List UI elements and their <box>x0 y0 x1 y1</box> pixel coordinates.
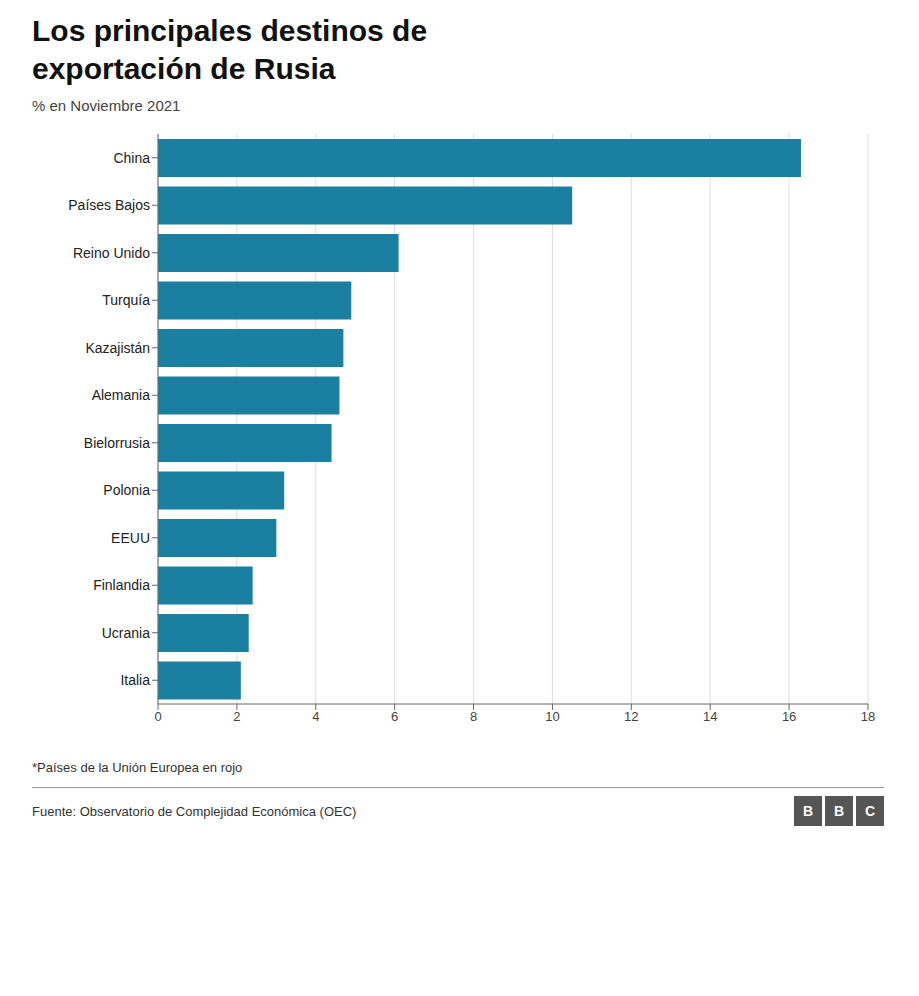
svg-text:Países Bajos: Países Bajos <box>68 197 150 213</box>
html-text:C: C <box>864 803 876 819</box>
svg-text:China: China <box>113 150 150 166</box>
svg-text:8: 8 <box>470 709 477 724</box>
svg-text:12: 12 <box>624 709 638 724</box>
html-text:*Países de la Unión Europea en: *Países de la Unión Europea en rojo <box>32 760 243 775</box>
html-text:Fuente: Observatorio de Comple: Fuente: Observatorio de Complejidad Econ… <box>32 803 357 819</box>
html-text:B: B <box>802 803 814 819</box>
svg-text:16: 16 <box>782 709 796 724</box>
svg-text:EEUU: EEUU <box>111 530 150 546</box>
svg-text:Alemania: Alemania <box>92 387 151 403</box>
svg-text:Turquía: Turquía <box>102 292 150 308</box>
html-text:% en Noviembre 2021: % en Noviembre 2021 <box>32 97 181 114</box>
svg-text:Bielorrusia: Bielorrusia <box>84 435 150 451</box>
svg-text:6: 6 <box>391 709 398 724</box>
svg-text:Kazajistán: Kazajistán <box>85 340 150 356</box>
svg-text:2: 2 <box>233 709 240 724</box>
svg-text:14: 14 <box>703 709 717 724</box>
svg-text:Ucrania: Ucrania <box>102 625 150 641</box>
svg-text:Reino Unido: Reino Unido <box>73 245 150 261</box>
svg-text:Polonia: Polonia <box>103 482 150 498</box>
svg-text:4: 4 <box>312 709 319 724</box>
svg-text:Finlandia: Finlandia <box>93 577 150 593</box>
svg-text:18: 18 <box>861 709 875 724</box>
html-text:Los principales destinos de ex: Los principales destinos de exportación … <box>32 14 428 85</box>
svg-text:0: 0 <box>154 709 161 724</box>
svg-text:Italia: Italia <box>120 672 150 688</box>
svg-text:10: 10 <box>545 709 559 724</box>
html-text:B: B <box>833 803 845 819</box>
